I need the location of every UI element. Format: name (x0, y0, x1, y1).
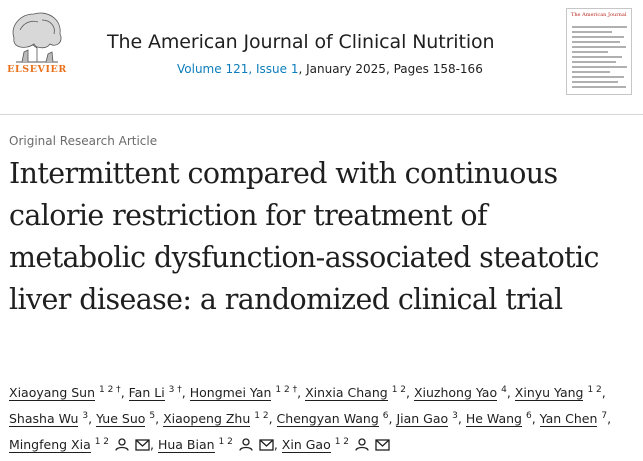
author-item: Xiuzhong Yao 4 (413, 385, 507, 401)
author-name-link[interactable]: Xiaopeng Zhu (163, 411, 251, 427)
person-icon[interactable] (115, 434, 129, 460)
author-affiliation: 1 2 (391, 385, 407, 395)
author-name-link[interactable]: Xinxia Chang (305, 385, 388, 401)
cover-line (572, 86, 626, 88)
person-icon[interactable] (239, 434, 253, 460)
envelope-icon[interactable] (135, 434, 150, 460)
author-item: Xinxia Chang 1 2 (305, 385, 407, 401)
cover-line (572, 26, 627, 28)
author-item: Xinyu Yang 1 2 (514, 385, 602, 401)
cover-line (572, 61, 616, 63)
author-name-link[interactable]: Jian Gao (396, 411, 449, 427)
author-affiliation: 5 (149, 411, 156, 421)
cover-line (572, 46, 626, 48)
cover-line (572, 71, 610, 73)
cover-line (572, 81, 618, 83)
author-affiliation: 4 (501, 385, 507, 395)
author-name-link[interactable]: Shasha Wu (9, 411, 79, 427)
header-divider (0, 114, 643, 115)
cover-line (572, 36, 624, 38)
author-affiliation: 1 2 (254, 411, 269, 421)
author-item: Shasha Wu 3 (9, 411, 89, 427)
author-item: He Wang 6 (465, 411, 532, 427)
author-affiliation: 1 2 (587, 385, 602, 395)
author-item: Xiaopeng Zhu 1 2 (163, 411, 269, 427)
journal-cover[interactable]: The American Journal of CLINICAL NUTRITI… (566, 8, 632, 95)
author-name-link[interactable]: Xin Gao (281, 437, 331, 453)
cover-line (572, 51, 608, 53)
author-affiliation: 3 (452, 411, 458, 421)
envelope-icon[interactable] (375, 434, 390, 460)
author-name-link[interactable]: Hua Bian (157, 437, 215, 453)
author-item: Xiaoyang Sun 1 2 † (9, 385, 121, 401)
journal-title[interactable]: The American Journal of Clinical Nutriti… (107, 31, 495, 53)
author-name-link[interactable]: Xiaoyang Sun (9, 385, 96, 401)
cover-line (572, 56, 622, 58)
author-affiliation: 1 2 (218, 437, 233, 447)
author-name-link[interactable]: Xiuzhong Yao (413, 385, 498, 401)
author-item: Yan Chen 7 (539, 411, 608, 427)
author-name-link[interactable]: Yan Chen (539, 411, 598, 427)
author-name-link[interactable]: Fan Li (128, 385, 165, 401)
author-item: Hua Bian 1 2 (157, 437, 274, 453)
author-affiliation: 6 (525, 411, 532, 421)
date-pages: , January 2025, Pages 158-166 (298, 62, 483, 76)
cover-line (572, 31, 612, 33)
author-name-link[interactable]: Chengyan Wang (276, 411, 379, 427)
author-affiliation: 1 2 (334, 437, 350, 447)
author-affiliation: 3 † (168, 385, 182, 395)
author-name-link[interactable]: Mingfeng Xia (9, 437, 91, 453)
volume-issue-link[interactable]: Volume 121, Issue 1 (177, 62, 299, 76)
cover-journal-name: The American Journal of CLINICAL NUTRITI… (571, 12, 628, 18)
cover-line (572, 66, 627, 68)
envelope-icon[interactable] (259, 434, 274, 460)
author-affiliation: 1 2 (94, 437, 110, 447)
person-icon[interactable] (355, 434, 369, 460)
author-item: Chengyan Wang 6 (276, 411, 389, 427)
elsevier-logo[interactable] (6, 8, 68, 76)
publisher-name: ELSEVIER (7, 64, 67, 75)
elsevier-tree-icon (12, 12, 62, 63)
author-name-link[interactable]: Hongmei Yan (189, 385, 272, 401)
author-affiliation: 3 (82, 411, 89, 421)
cover-line (572, 41, 620, 43)
author-item: Xin Gao 1 2 (281, 437, 390, 453)
author-affiliation: 6 (382, 411, 389, 421)
author-item: Fan Li 3 † (128, 385, 182, 401)
author-list: Xiaoyang Sun 1 2 †, Fan Li 3 †, Hongmei … (9, 380, 641, 460)
author-item: Hongmei Yan 1 2 † (189, 385, 298, 401)
cover-line (572, 76, 624, 78)
author-item: Yue Suo 5 (96, 411, 156, 427)
article-type: Original Research Article (9, 134, 158, 148)
author-item: Jian Gao 3 (396, 411, 458, 427)
author-name-link[interactable]: He Wang (465, 411, 522, 427)
author-name-link[interactable]: Yue Suo (96, 411, 146, 427)
author-affiliation: 1 2 † (275, 385, 298, 395)
author-affiliation: 1 2 † (99, 385, 121, 395)
article-title: Intermittent compared with continuous ca… (9, 157, 599, 316)
author-item: Mingfeng Xia 1 2 (9, 437, 150, 453)
journal-meta: Volume 121, Issue 1, January 2025, Pages… (177, 62, 483, 76)
author-name-link[interactable]: Xinyu Yang (514, 385, 584, 401)
author-affiliation: 7 (601, 411, 608, 421)
